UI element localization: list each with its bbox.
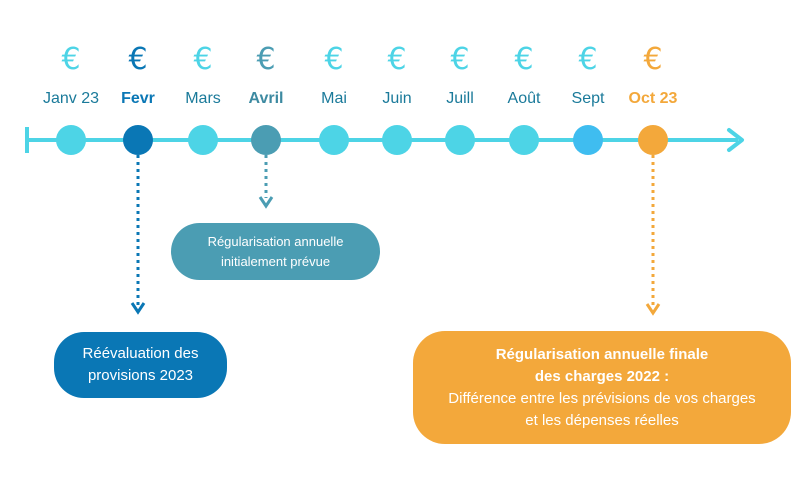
initial-line2: initialement prévue <box>220 253 331 269</box>
month-label-ao-t: Août <box>507 90 541 107</box>
month-label-juill: Juill <box>446 90 474 107</box>
month-label-juin: Juin <box>382 90 412 107</box>
timeline-dot-oct-23 <box>638 125 668 155</box>
final-text2: et les dépenses réelles <box>525 411 679 429</box>
initial-regularisation-box: Régularisation annuelle initialement pré… <box>171 223 380 280</box>
final-text1: Différence entre les prévisions de vos c… <box>448 389 756 407</box>
reeval-line2: provisions 2023 <box>87 367 194 384</box>
euro-icon: € <box>643 42 663 77</box>
timeline-dot-juill <box>445 125 475 155</box>
timeline-dot-sept <box>573 125 603 155</box>
timeline-dot-ao-t <box>509 125 539 155</box>
timeline-dot-fevr <box>123 125 153 155</box>
final-regularisation-box: Régularisation annuelle finale des charg… <box>413 331 791 444</box>
euro-icon: € <box>450 42 470 77</box>
month-label-avril: Avril <box>248 90 284 107</box>
oct-connector-arrow <box>645 303 661 316</box>
euro-icon: € <box>514 42 534 77</box>
month-label-mars: Mars <box>185 90 221 107</box>
fevr-connector-arrow <box>130 302 146 315</box>
initial-line1: Régularisation annuelle <box>207 233 344 249</box>
euro-icon: € <box>61 42 81 77</box>
final-title1: Régularisation annuelle finale <box>495 345 709 363</box>
month-label-mai: Mai <box>321 90 347 107</box>
euro-icon: € <box>387 42 407 77</box>
timeline-dot-juin <box>382 125 412 155</box>
euro-icon: € <box>128 42 148 77</box>
reevaluation-box: Réévaluation des provisions 2023 <box>54 332 227 398</box>
month-label-fevr: Fevr <box>121 90 155 107</box>
timeline-dot-janv-23 <box>56 125 86 155</box>
month-label-sept: Sept <box>571 90 605 107</box>
timeline-dots <box>56 125 668 155</box>
avril-connector-arrow <box>258 196 274 209</box>
month-label-oct-23: Oct 23 <box>628 90 678 107</box>
timeline-dot-mai <box>319 125 349 155</box>
reeval-line1: Réévaluation des <box>82 345 199 362</box>
final-title2: des charges 2022 : <box>534 367 670 385</box>
timeline-arrow-head <box>727 128 744 152</box>
euro-icon: € <box>324 42 344 77</box>
euro-icon: € <box>256 42 276 77</box>
timeline-dot-avril <box>251 125 281 155</box>
euro-icon: € <box>193 42 213 77</box>
euro-icon: € <box>578 42 598 77</box>
month-label-janv-23: Janv 23 <box>42 90 100 107</box>
timeline-dot-mars <box>188 125 218 155</box>
